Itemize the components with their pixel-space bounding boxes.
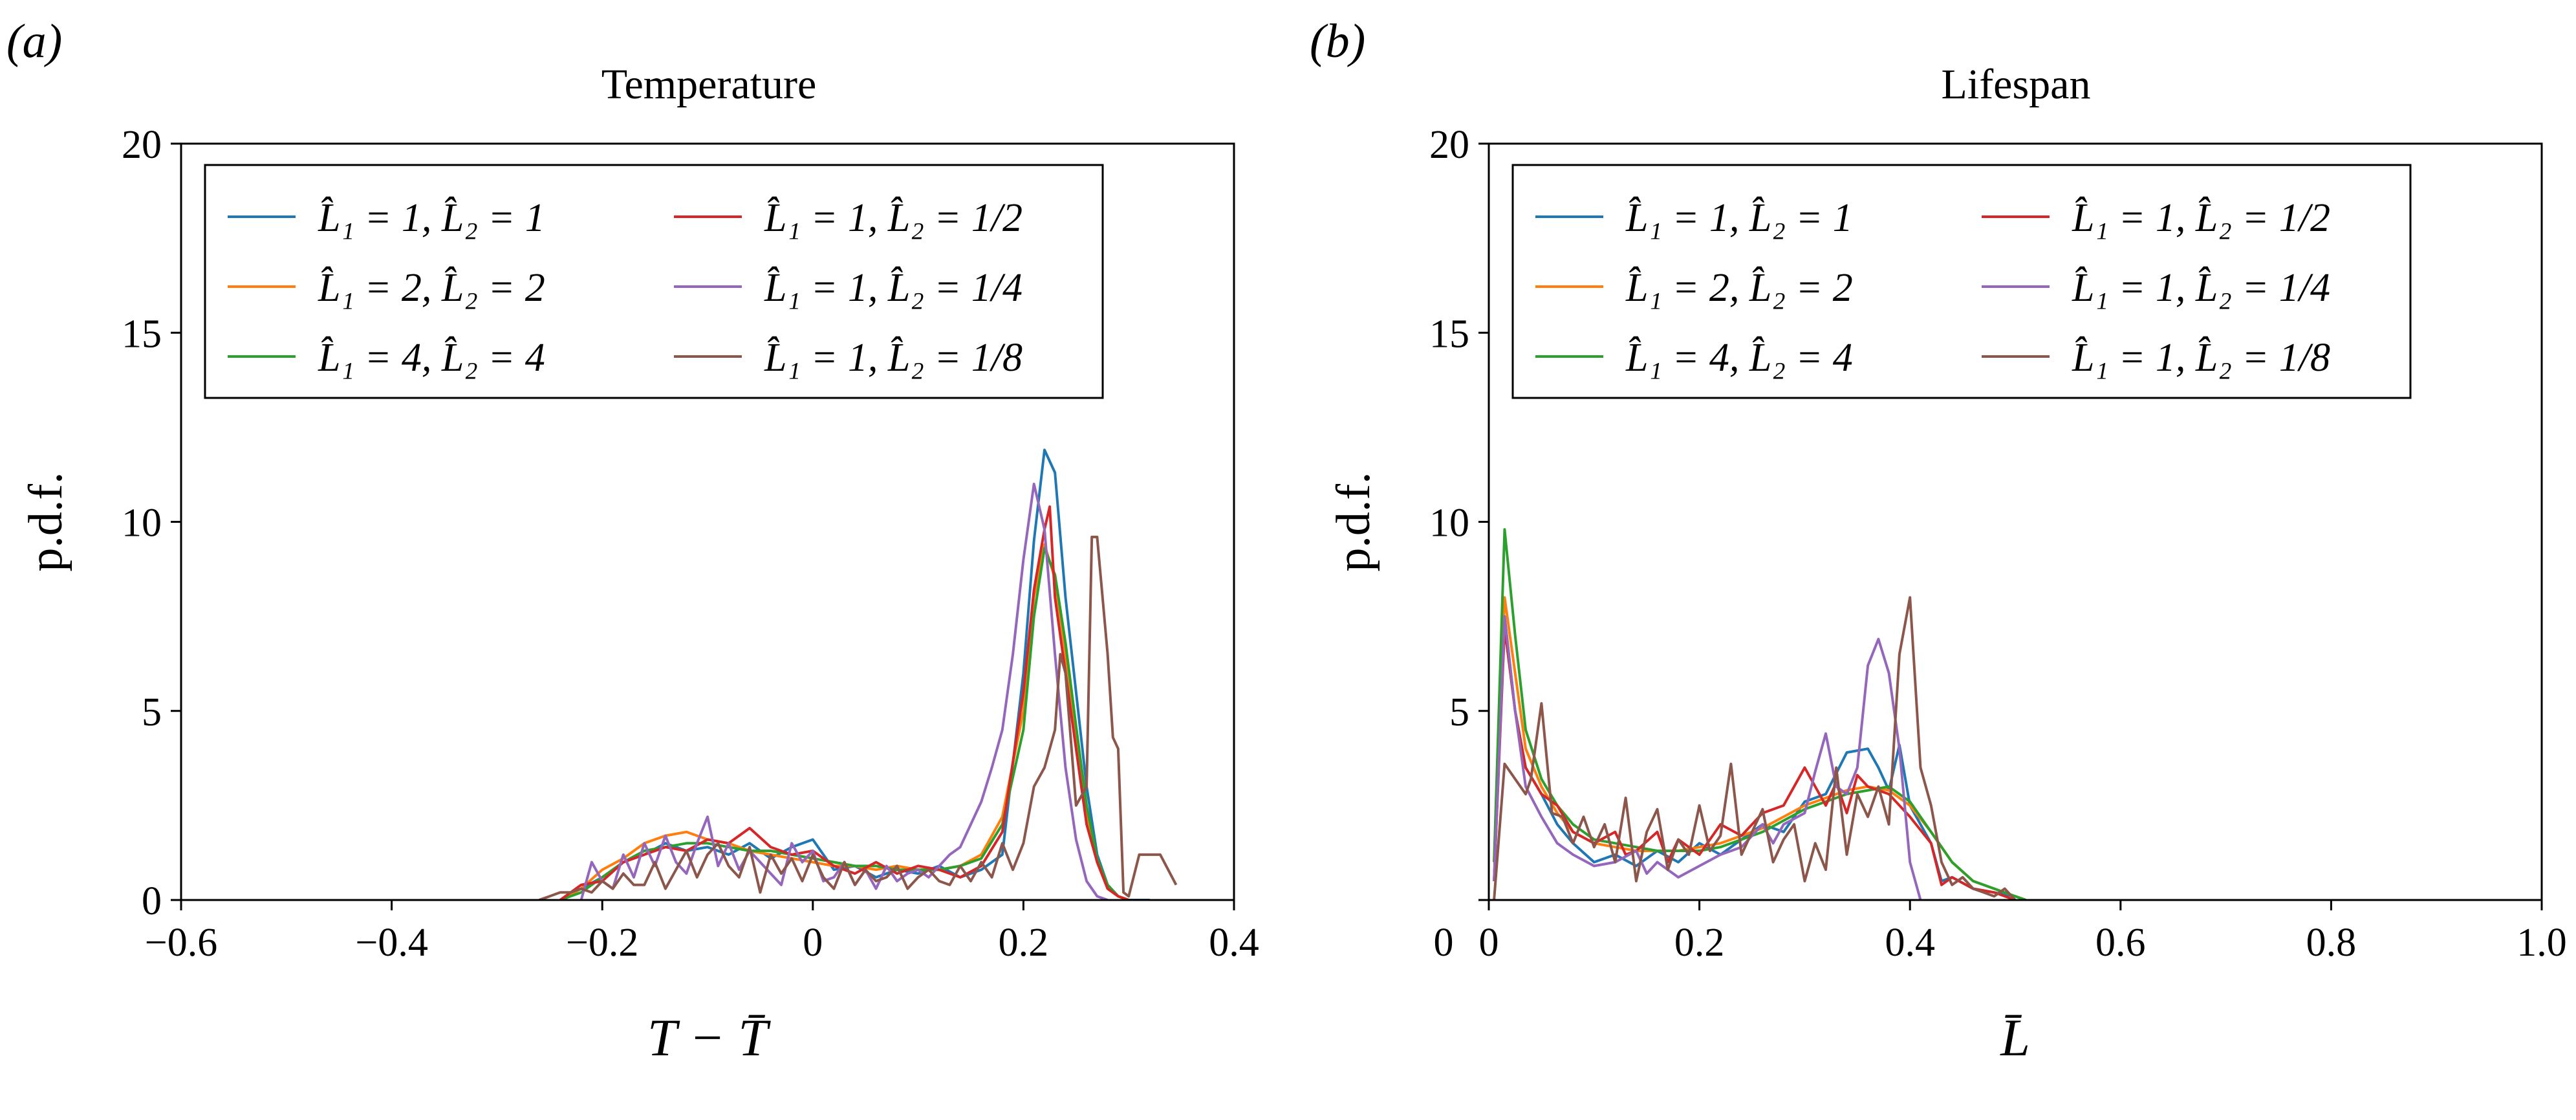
series-line-4 bbox=[1493, 626, 2016, 900]
y-tick-label: 15 bbox=[1429, 312, 1469, 356]
series-line-3 bbox=[559, 547, 1129, 900]
y-tick-label: 10 bbox=[122, 501, 162, 545]
y-axis-label: p.d.f. bbox=[19, 472, 72, 571]
x-tick-label: −0.2 bbox=[566, 921, 638, 965]
series-line-6 bbox=[538, 535, 1178, 900]
x-tick-label: 0.2 bbox=[999, 921, 1049, 965]
x-tick-label: 0 bbox=[803, 921, 823, 965]
legend-box bbox=[204, 164, 1104, 399]
x-tick-label: 0.8 bbox=[2306, 921, 2357, 965]
panel-label: (b) bbox=[1310, 15, 1365, 68]
x-tick-label: 0.4 bbox=[1209, 921, 1259, 965]
series-line-6 bbox=[1493, 596, 2017, 900]
legend-label: L̂₁ = 1, L̂₂ = 1/8 bbox=[2072, 336, 2330, 380]
x-tick-label: −0.4 bbox=[355, 921, 428, 965]
legend-label: L̂₁ = 2, L̂₂ = 2 bbox=[1625, 266, 1853, 310]
origin-label: 0 bbox=[1434, 921, 1454, 965]
y-tick-label: 20 bbox=[122, 123, 162, 167]
y-tick-label: 15 bbox=[122, 312, 162, 356]
x-tick-label: 0.4 bbox=[1885, 921, 1935, 965]
series-group bbox=[538, 448, 1178, 900]
panel-a: (a) Temperature −0.6 −0.4 −0.2 0 0.2 0.4 0 5 10 15 2… bbox=[6, 15, 1259, 1067]
y-tick-label: 5 bbox=[142, 690, 162, 734]
x-axis-label: T − T̄ bbox=[647, 1008, 771, 1067]
x-tick-label: 0 bbox=[1479, 921, 1499, 965]
legend-label: L̂₁ = 1, L̂₂ = 1/2 bbox=[764, 196, 1023, 240]
series-line-5 bbox=[1493, 615, 1922, 900]
y-tick-label: 10 bbox=[1429, 501, 1469, 545]
series-line-1 bbox=[1493, 615, 2026, 900]
x-tick-label: 1.0 bbox=[2516, 921, 2567, 965]
legend: L̂₁ = 1, L̂₂ = 1 L̂₁ = 2, L̂₂ = 2 L̂₁ = 4,… bbox=[204, 164, 1104, 399]
x-tick-label: 0.6 bbox=[2095, 921, 2146, 965]
legend: L̂₁ = 1, L̂₂ = 1 L̂₁ = 2, L̂₂ = 2 L̂₁ = 4,… bbox=[1511, 164, 2412, 399]
series-line-4 bbox=[559, 505, 1129, 900]
legend-label: L̂₁ = 2, L̂₂ = 2 bbox=[318, 266, 545, 310]
legend-label: L̂₁ = 1, L̂₂ = 1 bbox=[318, 196, 545, 240]
y-tick-label: 0 bbox=[142, 879, 162, 923]
legend-label: L̂₁ = 1, L̂₂ = 1/4 bbox=[764, 266, 1023, 310]
y-tick-label: 20 bbox=[1429, 123, 1469, 167]
y-axis-label: p.d.f. bbox=[1327, 472, 1380, 571]
series-group bbox=[1493, 528, 2026, 900]
chart-title: Lifespan bbox=[1942, 61, 2091, 108]
legend-label: L̂₁ = 4, L̂₂ = 4 bbox=[318, 336, 545, 380]
x-tick-label: −0.6 bbox=[145, 921, 217, 965]
x-tick-label: 0.2 bbox=[1674, 921, 1725, 965]
legend-label: L̂₁ = 1, L̂₂ = 1/2 bbox=[2072, 196, 2330, 240]
legend-box bbox=[1511, 164, 2412, 399]
panel-label: (a) bbox=[6, 15, 62, 68]
legend-label: L̂₁ = 1, L̂₂ = 1/4 bbox=[2072, 266, 2330, 310]
legend-label: L̂₁ = 1, L̂₂ = 1 bbox=[1625, 196, 1853, 240]
chart-title: Temperature bbox=[601, 61, 817, 108]
legend-label: L̂₁ = 1, L̂₂ = 1/8 bbox=[764, 336, 1023, 380]
series-line-1 bbox=[559, 448, 1150, 900]
panel-b: (b) Lifespan 0 0.2 0.4 0.6 0.8 1.0 5 10 15 20 0 p.d.f… bbox=[1310, 15, 2567, 1067]
legend-label: L̂₁ = 4, L̂₂ = 4 bbox=[1625, 336, 1853, 380]
y-tick-label: 5 bbox=[1449, 690, 1469, 734]
x-axis-label: L̄ bbox=[2000, 1008, 2030, 1067]
